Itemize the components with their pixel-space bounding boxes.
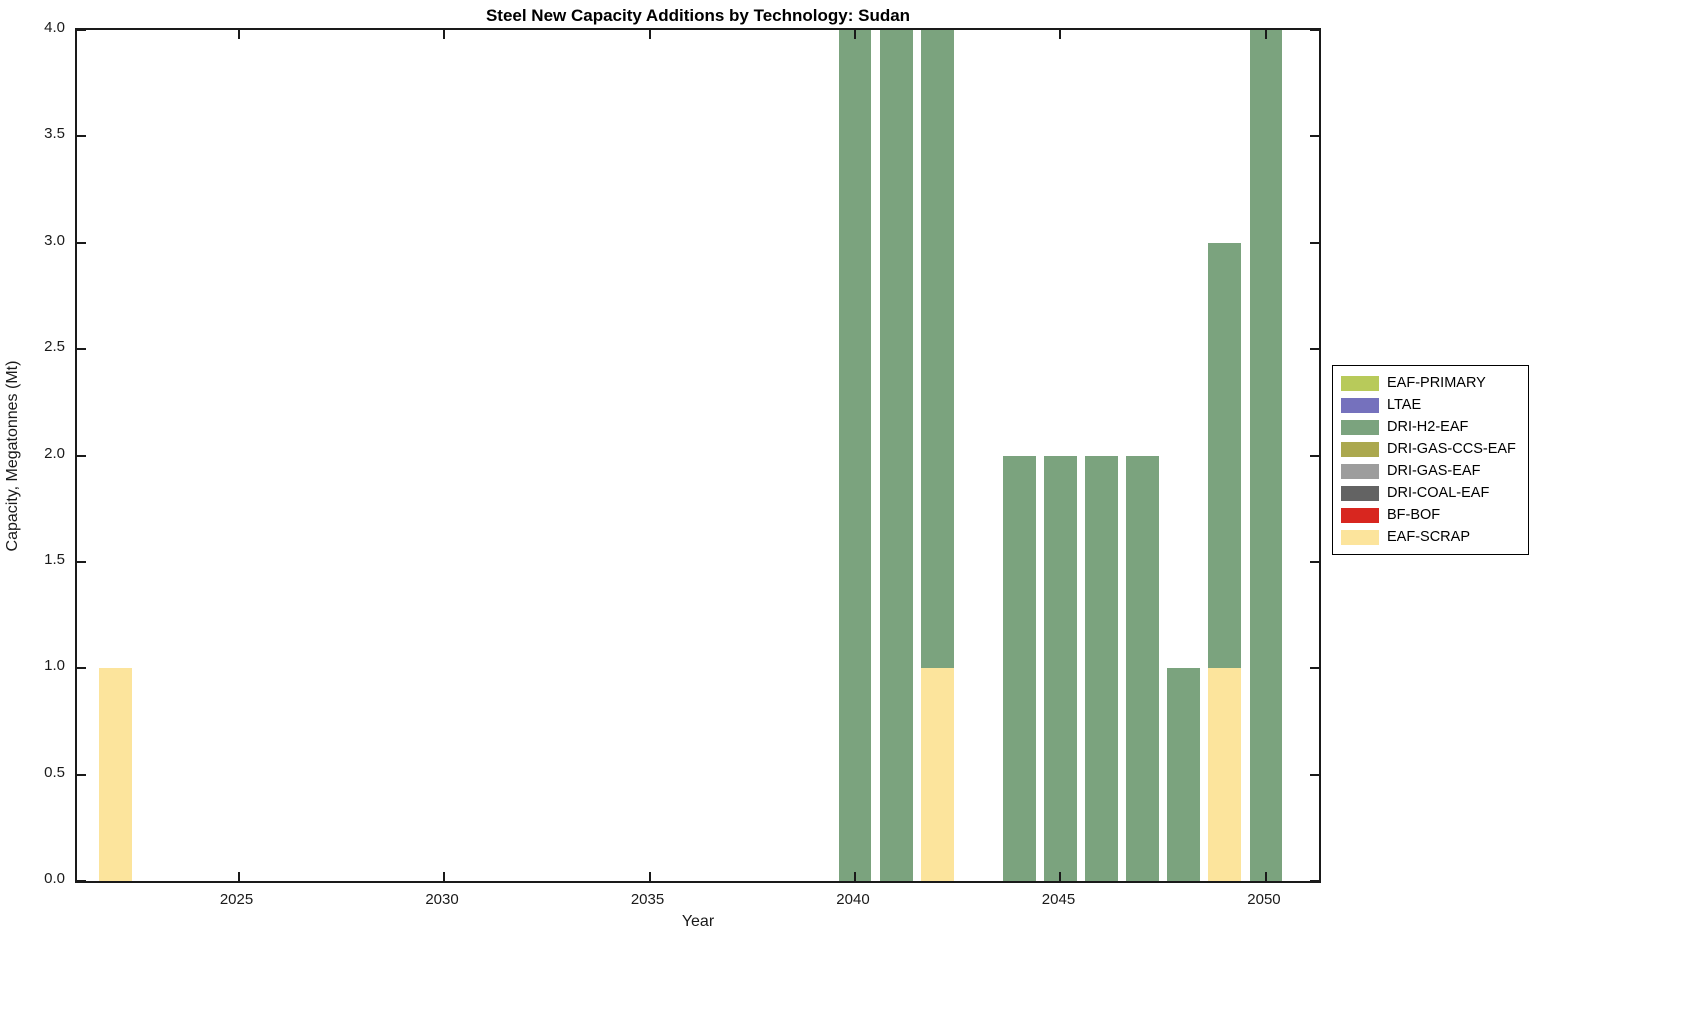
legend-swatch bbox=[1341, 375, 1379, 391]
bar-segment bbox=[1085, 455, 1119, 881]
x-tick-label: 2040 bbox=[836, 891, 870, 908]
y-tick-label: 3.5 bbox=[44, 125, 65, 143]
y-axis-tick bbox=[77, 454, 86, 457]
y-axis-tick-right bbox=[1310, 135, 1319, 138]
x-axis-tick bbox=[1264, 872, 1267, 881]
legend-swatch bbox=[1341, 485, 1379, 501]
legend-label: DRI-GAS-CCS-EAF bbox=[1387, 441, 1516, 457]
legend-label: LTAE bbox=[1387, 397, 1422, 413]
x-axis-tick bbox=[853, 872, 856, 881]
legend-box: EAF-PRIMARY LTAE DRI-H2-EAF DRI-GAS-CCS-EAF… bbox=[1332, 365, 1529, 555]
y-axis-tick-right bbox=[1310, 667, 1319, 670]
x-axis-tick-top bbox=[648, 30, 651, 39]
bar-segment bbox=[838, 30, 872, 881]
x-axis-tick-top bbox=[237, 30, 240, 39]
x-axis-tick bbox=[648, 872, 651, 881]
y-axis-tick-right bbox=[1310, 773, 1319, 776]
x-axis-tick-top bbox=[443, 30, 445, 39]
x-axis-tick bbox=[237, 872, 240, 881]
y-axis-tick bbox=[77, 773, 86, 776]
bar-segment bbox=[1208, 668, 1242, 881]
y-axis-tick bbox=[77, 135, 86, 138]
chart-title: Steel New Capacity Additions by Technolo… bbox=[485, 6, 911, 25]
x-axis-tick bbox=[1059, 872, 1062, 881]
plot-area bbox=[75, 28, 1321, 883]
legend-item: BF-BOF bbox=[1341, 506, 1516, 524]
x-axis-tick bbox=[443, 872, 445, 881]
y-tick-label: 1.0 bbox=[44, 657, 65, 675]
legend-swatch bbox=[1341, 507, 1379, 523]
y-axis-tick bbox=[77, 667, 86, 670]
y-axis-tick-right bbox=[1310, 880, 1319, 881]
y-axis-tick bbox=[77, 560, 86, 563]
y-axis-tick bbox=[77, 241, 86, 244]
x-tick-label: 2035 bbox=[630, 891, 665, 908]
y-axis-tick-right bbox=[1310, 348, 1319, 351]
x-axis-tick-top bbox=[1264, 30, 1267, 39]
y-axis-tick-right bbox=[1310, 30, 1319, 31]
legend-item: DRI-GAS-EAF bbox=[1341, 462, 1516, 480]
x-axis-tick-top bbox=[853, 30, 856, 39]
bar-segment bbox=[879, 30, 913, 881]
bar-segment bbox=[1167, 668, 1201, 881]
y-tick-label: 3.0 bbox=[44, 231, 65, 249]
bar-segment bbox=[98, 668, 132, 881]
bar-segment bbox=[1208, 242, 1242, 669]
legend-label: BF-BOF bbox=[1387, 507, 1441, 523]
x-tick-label: 2045 bbox=[1041, 891, 1076, 908]
legend-item: DRI-GAS-CCS-EAF bbox=[1341, 440, 1516, 458]
y-tick-label: 2.0 bbox=[44, 444, 65, 462]
legend-item: EAF-PRIMARY bbox=[1341, 374, 1516, 392]
legend-item: DRI-COAL-EAF bbox=[1341, 484, 1516, 502]
legend-label: DRI-GAS-EAF bbox=[1387, 463, 1481, 479]
legend-item: LTAE bbox=[1341, 396, 1516, 414]
plot-inner bbox=[77, 30, 1319, 881]
bar-segment bbox=[1249, 30, 1283, 881]
y-tick-label: 2.5 bbox=[44, 338, 65, 356]
y-tick-label: 4.0 bbox=[44, 19, 65, 36]
legend-swatch bbox=[1341, 441, 1379, 457]
x-tick-label: 2030 bbox=[425, 891, 459, 908]
legend-swatch bbox=[1341, 419, 1379, 435]
bar-segment bbox=[920, 668, 954, 881]
y-axis-tick bbox=[77, 30, 86, 31]
y-tick-label: 0.0 bbox=[44, 870, 65, 887]
legend-item: DRI-H2-EAF bbox=[1341, 418, 1516, 436]
bar-segment bbox=[920, 30, 954, 669]
y-axis-tick-right bbox=[1310, 560, 1319, 563]
x-axis-label: Year bbox=[681, 913, 715, 930]
y-tick-label: 0.5 bbox=[44, 763, 65, 781]
y-axis-tick-right bbox=[1310, 241, 1319, 244]
bar-segment bbox=[1002, 455, 1036, 881]
legend-swatch bbox=[1341, 463, 1379, 479]
y-axis-tick-right bbox=[1310, 454, 1319, 457]
y-axis-tick bbox=[77, 348, 86, 351]
legend-item: EAF-SCRAP bbox=[1341, 528, 1516, 546]
legend-swatch bbox=[1341, 397, 1379, 413]
legend-label: DRI-COAL-EAF bbox=[1387, 485, 1490, 501]
legend-swatch bbox=[1341, 529, 1379, 545]
y-tick-label: 1.5 bbox=[44, 550, 65, 568]
bar-segment bbox=[1044, 455, 1077, 881]
x-axis-tick-top bbox=[1059, 30, 1062, 39]
x-tick-label: 2025 bbox=[219, 891, 254, 908]
legend-label: EAF-SCRAP bbox=[1387, 529, 1470, 545]
bar-segment bbox=[1126, 455, 1160, 881]
y-axis-tick bbox=[77, 880, 86, 881]
legend-label: DRI-H2-EAF bbox=[1387, 419, 1469, 435]
legend-label: EAF-PRIMARY bbox=[1387, 375, 1486, 391]
x-tick-label: 2050 bbox=[1247, 891, 1281, 908]
